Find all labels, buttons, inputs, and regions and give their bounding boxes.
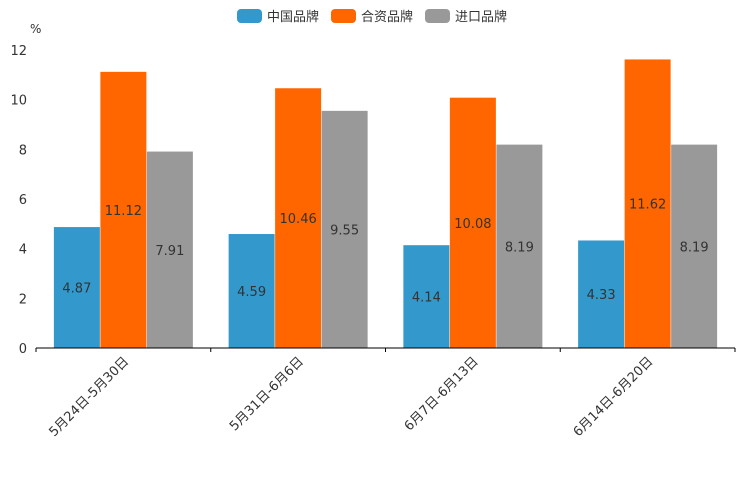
data-label-s2-c1: 9.55 xyxy=(330,223,359,238)
bar-s1-c3[interactable] xyxy=(624,59,671,348)
y-tick-label-4: 8 xyxy=(19,143,27,158)
bar-s2-c0[interactable] xyxy=(146,151,193,348)
legend-swatch-joint-venture-brand xyxy=(330,8,356,23)
bar-s1-c0[interactable] xyxy=(100,71,147,348)
data-label-s0-c3: 4.33 xyxy=(587,288,616,303)
y-tick-label-3: 6 xyxy=(19,193,27,208)
data-label-s1-c3: 11.62 xyxy=(629,198,666,213)
bar-s1-c1[interactable] xyxy=(275,88,322,348)
data-label-s2-c0: 7.91 xyxy=(155,244,184,259)
bar-s0-c0[interactable] xyxy=(53,227,100,348)
data-label-s0-c2: 4.14 xyxy=(412,291,441,306)
legend-item-china-brand[interactable]: 中国品牌 xyxy=(236,6,319,25)
chart-legend: 中国品牌 合资品牌 进口品牌 xyxy=(0,6,744,25)
bar-s0-c1[interactable] xyxy=(228,234,275,348)
y-axis-unit-label: % xyxy=(30,22,41,36)
bar-s1-c2[interactable] xyxy=(449,97,496,349)
legend-item-joint-venture-brand[interactable]: 合资品牌 xyxy=(330,6,413,25)
bar-s0-c2[interactable] xyxy=(403,245,450,348)
data-label-s1-c1: 10.46 xyxy=(280,212,317,227)
data-label-s2-c3: 8.19 xyxy=(680,240,709,255)
bar-s2-c2[interactable] xyxy=(496,144,543,348)
legend-label-import-brand: 进口品牌 xyxy=(455,10,508,25)
y-tick-label-2: 4 xyxy=(19,243,27,258)
data-label-s0-c0: 4.87 xyxy=(62,282,91,297)
x-tick-label-0: 5月24日-5月30日 xyxy=(46,354,132,440)
y-tick-label-0: 0 xyxy=(19,342,27,357)
bar-s2-c1[interactable] xyxy=(321,110,368,348)
bar-s2-c3[interactable] xyxy=(671,144,718,348)
plot-area: 0 2 4 6 8 10 12 4.87 11.12 7.91 5月24日-5月30日 4.59 10.… xyxy=(10,44,736,440)
bar-s0-c3[interactable] xyxy=(578,240,625,348)
data-label-s2-c2: 8.19 xyxy=(505,240,534,255)
y-tick-label-6: 12 xyxy=(10,44,27,59)
legend-swatch-china-brand xyxy=(236,8,262,23)
y-tick-label-5: 10 xyxy=(10,94,27,109)
x-tick-label-1: 5月31日-6月6日 xyxy=(227,354,307,434)
y-tick-label-1: 2 xyxy=(19,292,27,307)
x-tick-label-2: 6月7日-6月13日 xyxy=(402,354,482,434)
legend-label-china-brand: 中国品牌 xyxy=(266,10,319,25)
data-label-s1-c2: 10.08 xyxy=(454,217,491,232)
legend-swatch-import-brand xyxy=(425,8,450,23)
x-tick-label-3: 6月14日-6月20日 xyxy=(571,354,657,440)
legend-item-import-brand[interactable]: 进口品牌 xyxy=(425,6,507,25)
data-label-s0-c1: 4.59 xyxy=(237,285,266,300)
legend-label-joint-venture-brand: 合资品牌 xyxy=(360,10,413,25)
data-label-s1-c0: 11.12 xyxy=(105,204,142,219)
